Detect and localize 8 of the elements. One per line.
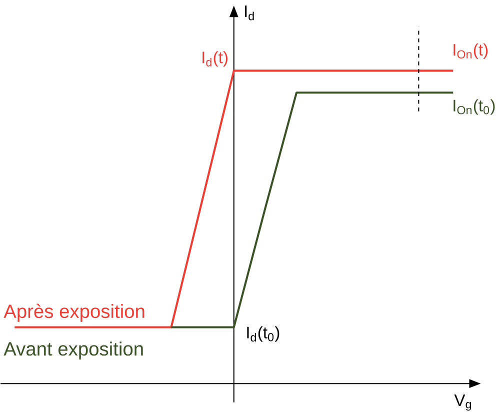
- y-axis-title: I$_{d}$: [245, 5, 254, 20]
- series-label: Avant exposition: [4, 342, 143, 360]
- text: I$_{d}$(t): [202, 51, 228, 67]
- annotation: I$_{On}$(t$_{0}$): [454, 99, 495, 115]
- x-axis-title: V$_{g}$: [454, 394, 472, 411]
- text: I$_{On}$(t): [454, 43, 488, 59]
- series-label: Après exposition: [4, 304, 144, 322]
- annotation: I$_{d}$(t$_{0}$): [247, 326, 280, 342]
